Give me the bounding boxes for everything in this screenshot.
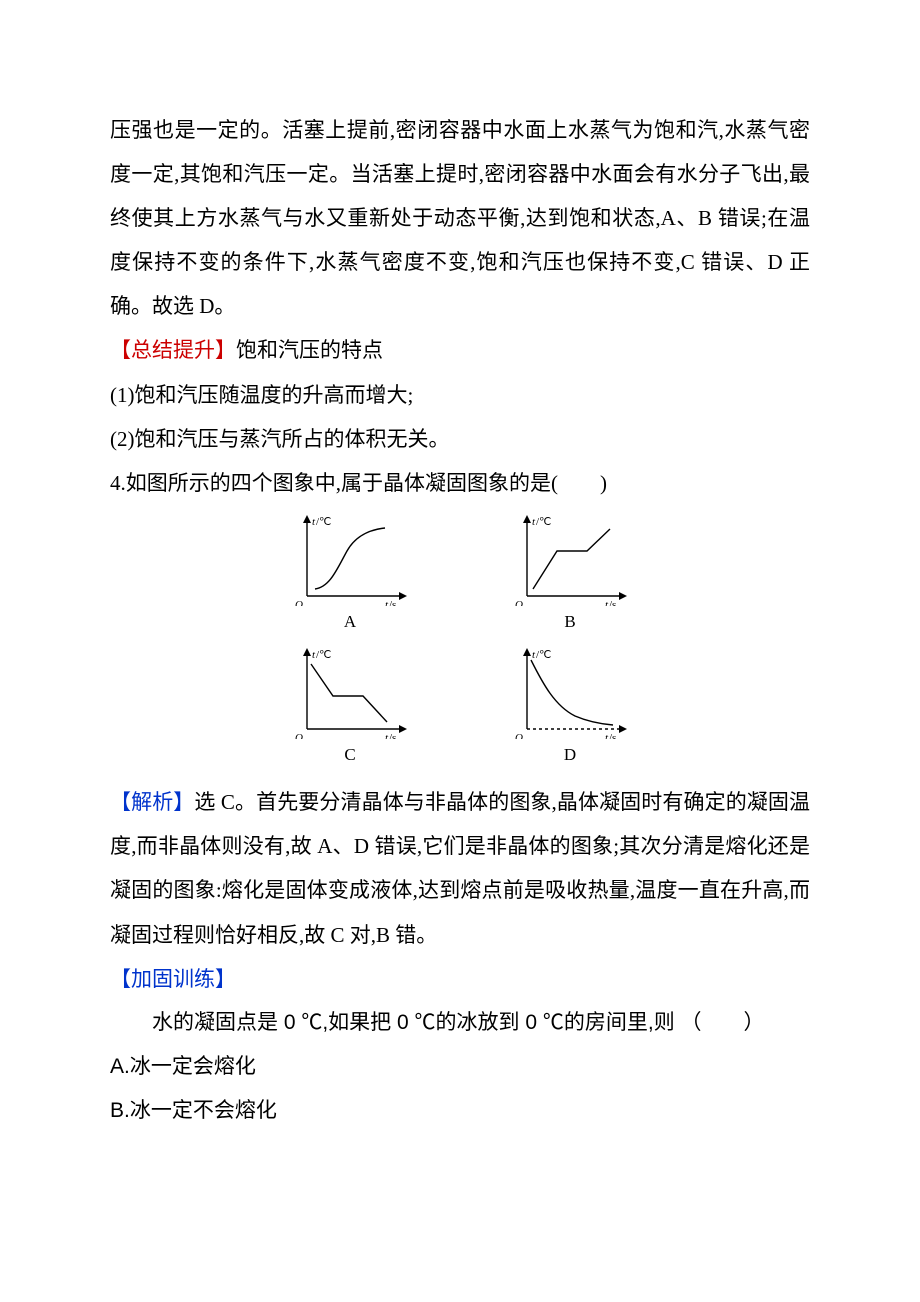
svg-text:/℃: /℃: [316, 516, 331, 528]
summary-item-2: (2)饱和汽压与蒸汽所占的体积无关。: [110, 417, 810, 461]
svg-text:O: O: [295, 599, 303, 606]
svg-text:/℃: /℃: [536, 649, 551, 661]
svg-text:/℃: /℃: [536, 516, 551, 528]
question-4-stem: 4.如图所示的四个图象中,属于晶体凝固图象的是( ): [110, 461, 810, 505]
svg-text:O: O: [515, 599, 523, 606]
figure-grid: t /℃ t /s O A t: [110, 509, 810, 774]
figure-row-1: t /℃ t /s O A t: [285, 511, 635, 640]
figure-cell-b: t /℃ t /s O B: [505, 511, 635, 640]
figure-a-svg: t /℃ t /s O: [285, 511, 415, 606]
svg-text:O: O: [295, 732, 303, 739]
analysis-body: 选 C。首先要分清晶体与非晶体的图象,晶体凝固时有确定的凝固温度,而非晶体则没有…: [110, 790, 810, 946]
paragraph-1: 压强也是一定的。活塞上提前,密闭容器中水面上水蒸气为饱和汽,水蒸气密度一定,其饱…: [110, 108, 810, 328]
figure-c-svg: t /℃ t /s O: [285, 644, 415, 739]
svg-text:/s: /s: [389, 599, 396, 606]
svg-text:/s: /s: [609, 732, 616, 739]
summary-line: 【总结提升】饱和汽压的特点: [110, 328, 810, 372]
drill-option-a: A.冰一定会熔化: [110, 1045, 810, 1089]
drill-heading-line: 【加固训练】: [110, 957, 810, 1001]
summary-tail: 饱和汽压的特点: [236, 338, 383, 362]
summary-heading: 【总结提升】: [110, 338, 236, 362]
analysis-heading: 【解析】: [110, 790, 194, 814]
svg-text:/℃: /℃: [316, 649, 331, 661]
svg-text:/s: /s: [389, 732, 396, 739]
drill-stem: 水的凝固点是 0 ℃,如果把 0 ℃的冰放到 0 ℃的房间里,则 （ ）: [110, 1001, 810, 1045]
paragraph-1-text: 压强也是一定的。活塞上提前,密闭容器中水面上水蒸气为饱和汽,水蒸气密度一定,其饱…: [110, 118, 810, 318]
drill-option-b: B.冰一定不会熔化: [110, 1089, 810, 1133]
figure-d-label: D: [564, 737, 576, 773]
figure-cell-a: t /℃ t /s O A: [285, 511, 415, 640]
analysis-paragraph: 【解析】选 C。首先要分清晶体与非晶体的图象,晶体凝固时有确定的凝固温度,而非晶…: [110, 780, 810, 956]
figure-b-svg: t /℃ t /s O: [505, 511, 635, 606]
summary-item-1: (1)饱和汽压随温度的升高而增大;: [110, 373, 810, 417]
figure-row-2: t /℃ t /s O C t: [285, 644, 635, 773]
svg-text:/s: /s: [609, 599, 616, 606]
figure-d-svg: t /℃ t /s O: [505, 644, 635, 739]
figure-b-label: B: [564, 604, 575, 640]
figure-a-label: A: [344, 604, 356, 640]
figure-cell-d: t /℃ t /s O D: [505, 644, 635, 773]
page-root: 压强也是一定的。活塞上提前,密闭容器中水面上水蒸气为饱和汽,水蒸气密度一定,其饱…: [0, 0, 920, 1302]
drill-heading: 【加固训练】: [110, 967, 236, 991]
figure-cell-c: t /℃ t /s O C: [285, 644, 415, 773]
figure-c-label: C: [344, 737, 355, 773]
svg-text:O: O: [515, 732, 523, 739]
